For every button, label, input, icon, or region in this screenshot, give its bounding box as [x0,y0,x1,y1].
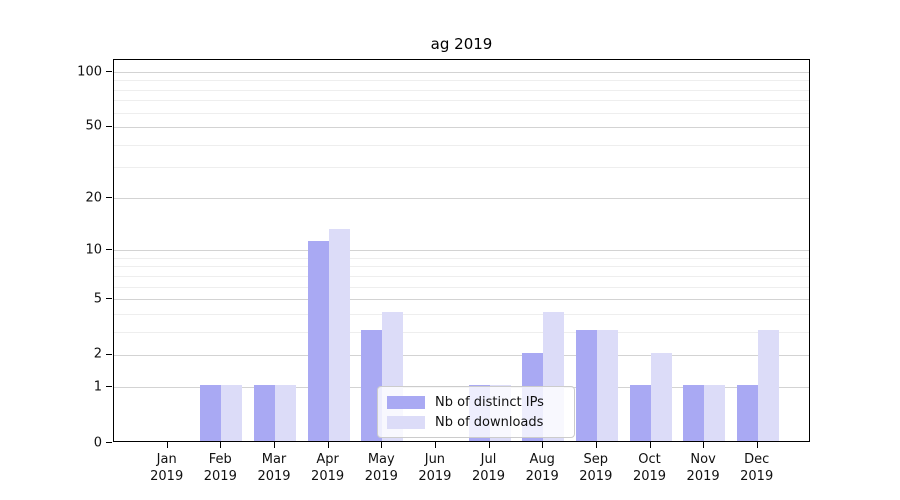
legend-swatch-downloads [387,415,425,429]
chart-title: ag 2019 [430,35,493,53]
bar-distinct-ips [307,241,329,441]
gridline-major [114,354,809,356]
gridline-minor [114,313,809,315]
gridline-major [114,250,809,252]
y-tick-mark [106,197,112,199]
x-tick-mark [434,442,436,448]
y-tick-mark [106,442,112,443]
bar-distinct-ips [736,385,758,441]
x-tick-label: Nov 2019 [686,452,720,484]
legend: Nb of distinct IPs Nb of downloads [377,386,575,438]
bar-downloads [596,329,618,441]
x-tick-label: Jan 2019 [150,452,184,484]
y-tick-mark [106,71,112,72]
legend-label-distinct-ips: Nb of distinct IPs [435,394,544,410]
gridline-minor [114,112,809,114]
x-tick-label: Dec 2019 [740,452,774,484]
y-tick-label: 100 [77,64,102,79]
bar-distinct-ips [200,385,222,441]
x-tick-mark [488,442,490,448]
bar-downloads [328,228,350,441]
x-tick-label: May 2019 [364,452,398,484]
y-tick-mark [106,249,112,251]
y-tick-mark [106,298,112,299]
x-tick-label: Feb 2019 [203,452,237,484]
gridline-major [114,198,809,200]
y-tick-label: 10 [85,242,102,258]
bar-downloads [650,352,672,441]
gridline-major [114,299,809,300]
x-tick-mark [166,442,168,448]
x-tick-label: Sep 2019 [579,452,613,484]
bar-downloads [704,385,726,441]
x-tick-mark [649,442,651,448]
gridline-major [114,72,809,73]
gridline-minor [114,331,809,333]
x-tick-label: Jun 2019 [418,452,452,484]
x-tick-mark [274,442,275,448]
y-tick-mark [106,386,112,388]
bar-distinct-ips [575,329,597,441]
gridline-minor [114,144,809,146]
x-tick-label: Aug 2019 [525,452,559,484]
legend-entry-downloads: Nb of downloads [387,413,566,431]
y-tick-label: 1 [93,379,102,395]
plot-area: Nb of distinct IPs Nb of downloads [113,59,810,442]
gridline-major [114,126,809,128]
y-tick-mark [106,353,112,355]
x-tick-mark [381,442,383,448]
y-tick-label: 20 [85,190,102,206]
gridline-minor [114,89,809,91]
bar-downloads [275,385,296,441]
bar-distinct-ips [683,385,705,441]
x-tick-label: Mar 2019 [257,452,291,484]
gridline-minor [114,286,809,288]
legend-label-downloads: Nb of downloads [435,414,544,430]
y-tick-label: 2 [93,346,102,362]
y-tick-label: 0 [93,435,102,450]
gridline-minor [114,266,809,268]
x-tick-mark [595,442,597,448]
gridline-minor [114,275,809,277]
legend-swatch-distinct-ips [387,395,425,409]
y-tick-label: 5 [93,291,102,306]
gridline-minor [114,257,809,259]
bar-downloads [221,385,243,441]
gridline-minor [114,100,809,102]
x-tick-mark [703,442,705,448]
legend-entry-distinct-ips: Nb of distinct IPs [387,393,566,411]
bar-downloads [757,329,779,441]
y-tick-mark [106,125,112,127]
x-tick-mark [542,442,544,448]
x-tick-label: Jul 2019 [471,452,506,484]
gridline-minor [114,80,809,82]
x-tick-label: Apr 2019 [311,452,345,484]
y-tick-label: 50 [85,118,102,134]
bar-distinct-ips [629,385,651,441]
x-tick-mark [756,442,758,448]
gridline-minor [114,166,809,168]
x-tick-mark [327,442,329,448]
x-tick-label: Oct 2019 [632,452,667,484]
bar-distinct-ips [254,385,275,441]
x-tick-mark [220,442,222,448]
